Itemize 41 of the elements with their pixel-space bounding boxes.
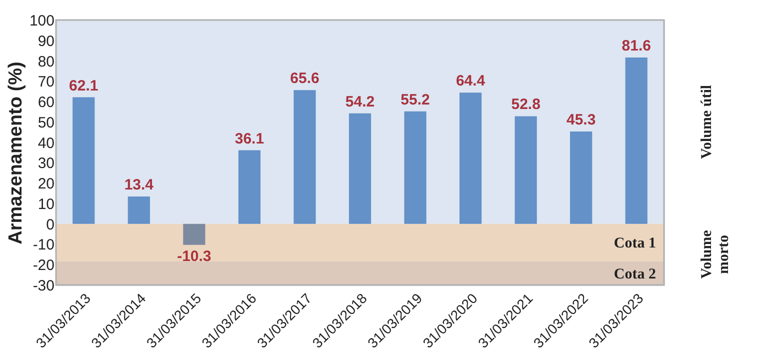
data-label: 64.4 <box>456 72 486 90</box>
data-label: 54.2 <box>345 93 375 110</box>
bar <box>459 92 482 224</box>
bar <box>238 150 261 224</box>
y-tick-label: 60 <box>38 94 54 112</box>
bar <box>570 132 592 224</box>
data-label: 45.3 <box>566 112 596 129</box>
data-label: 62.1 <box>69 77 98 94</box>
y-tick-label: 40 <box>38 134 54 152</box>
data-label: 81.6 <box>622 38 651 55</box>
y-tick-label: 50 <box>38 114 54 132</box>
bar <box>183 224 206 245</box>
bar <box>348 113 372 224</box>
bar <box>128 196 150 224</box>
y-tick-label: 100 <box>29 12 54 30</box>
data-label: 65.6 <box>290 70 320 88</box>
y-tick-label: -20 <box>32 257 54 274</box>
bar <box>625 58 648 224</box>
y-axis-title: Armazenamento (%) <box>5 62 26 244</box>
bar <box>294 90 316 224</box>
bar <box>514 116 537 224</box>
band-label: Cota 1 <box>614 236 656 252</box>
text: Volume morto <box>699 230 732 279</box>
text: Volume útil <box>699 84 715 159</box>
y-tick-label: 90 <box>38 32 54 50</box>
y-tick-label: 20 <box>38 176 54 193</box>
data-label: 36.1 <box>234 130 264 148</box>
data-label: 13.4 <box>124 176 154 194</box>
bar <box>404 111 426 224</box>
y-tick-label: 0 <box>46 216 54 234</box>
bar <box>72 97 95 224</box>
data-label: 52.8 <box>511 96 540 114</box>
data-label: 55.2 <box>400 91 430 108</box>
band-label: Cota 2 <box>614 266 656 282</box>
y-tick-label: 70 <box>38 74 54 91</box>
data-label: -10.3 <box>177 248 212 265</box>
y-tick-label: 10 <box>38 196 54 213</box>
y-tick-label: -10 <box>32 236 54 254</box>
y-tick-label: 30 <box>38 155 54 172</box>
y-tick-label: -30 <box>32 278 54 294</box>
y-tick-label: 80 <box>38 53 54 70</box>
